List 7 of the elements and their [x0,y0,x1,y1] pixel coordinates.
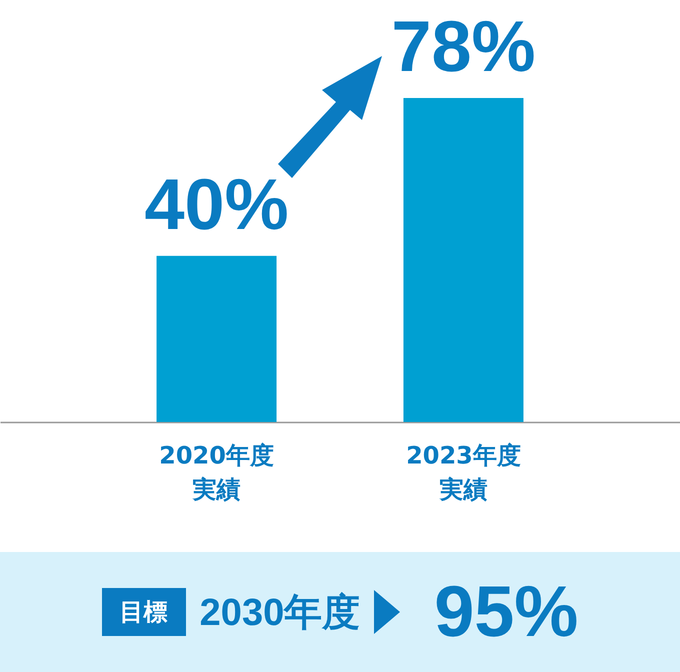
data-label: 78% [391,7,536,87]
data-label: 40% [144,164,289,245]
text: 95% [434,571,578,653]
text: 2030年度 [200,590,360,636]
x-tick-label: 2020年度実績 [159,442,274,504]
x-tick-label: 2023年度実績 [406,442,521,504]
text: 目標 [102,588,186,636]
